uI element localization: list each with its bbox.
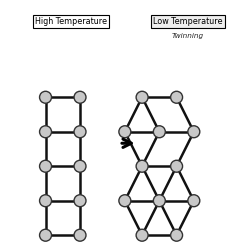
Circle shape	[153, 126, 165, 138]
Circle shape	[74, 229, 86, 241]
Circle shape	[40, 126, 51, 138]
Circle shape	[136, 229, 148, 241]
Circle shape	[40, 229, 51, 241]
Circle shape	[119, 126, 131, 138]
Circle shape	[40, 160, 51, 172]
Circle shape	[171, 160, 182, 172]
Circle shape	[74, 195, 86, 207]
Circle shape	[74, 126, 86, 138]
Circle shape	[153, 195, 165, 207]
Text: Low Temperature: Low Temperature	[153, 17, 223, 26]
Circle shape	[188, 126, 200, 138]
Circle shape	[74, 160, 86, 172]
Circle shape	[40, 195, 51, 207]
Circle shape	[74, 91, 86, 103]
Circle shape	[171, 91, 182, 103]
Circle shape	[119, 195, 131, 207]
Circle shape	[40, 91, 51, 103]
Text: High Temperature: High Temperature	[35, 17, 107, 26]
Circle shape	[136, 91, 148, 103]
Circle shape	[188, 195, 200, 207]
Text: Twinning: Twinning	[172, 33, 204, 39]
Circle shape	[136, 160, 148, 172]
Circle shape	[171, 229, 182, 241]
